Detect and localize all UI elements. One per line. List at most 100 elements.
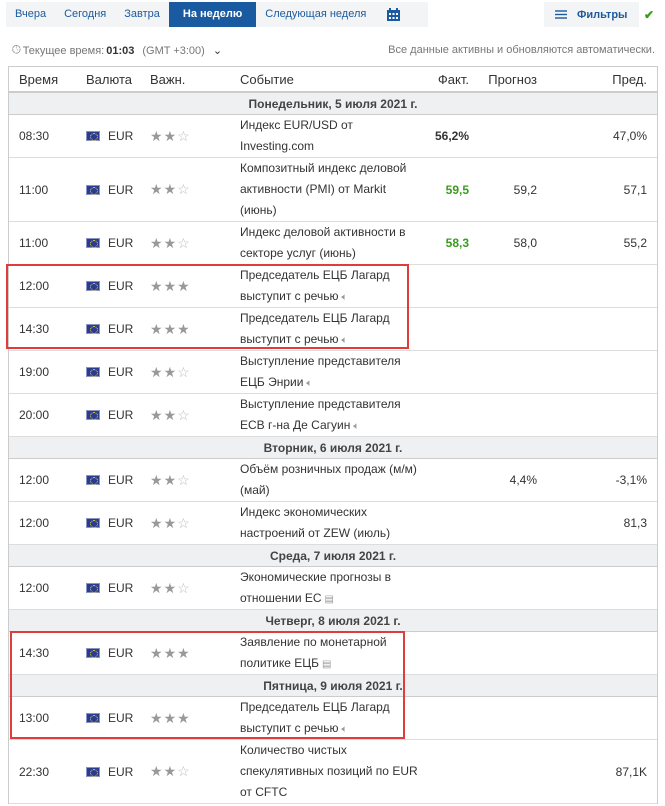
event-name[interactable]: Индекс EUR/USD от Investing.com: [240, 118, 353, 153]
table-row[interactable]: 14:30 EUR ★★★ Председатель ЕЦБ Лагард вы…: [9, 308, 657, 351]
star-filled-icon: ★: [163, 763, 178, 779]
table-row[interactable]: 13:00 EUR ★★★ Председатель ЕЦБ Лагард вы…: [9, 697, 657, 740]
star-filled-icon: ★: [150, 709, 164, 726]
eu-flag-icon: [86, 713, 100, 723]
event-name[interactable]: Выступление представителя ЕЦБ Энрии 🔈︎: [240, 353, 401, 389]
table-header: Время Валюта Важн. Событие Факт. Прогноз…: [9, 67, 657, 93]
currency: EUR: [108, 516, 134, 530]
table-row[interactable]: 11:00 EUR ★★☆ Индекс деловой активности …: [9, 222, 657, 265]
importance-stars: ★★☆: [150, 763, 191, 780]
eu-flag-icon: [86, 367, 100, 377]
star-filled-icon: ★: [163, 406, 178, 423]
star-filled-icon: ★: [163, 471, 178, 488]
star-filled-icon: ★: [150, 471, 164, 488]
eu-flag-icon: [86, 583, 100, 593]
event-name[interactable]: Композитный индекс деловой активности (P…: [240, 161, 407, 217]
table-row[interactable]: 22:30 EUR ★★☆ Количество чистых спекулят…: [9, 740, 657, 804]
currency: EUR: [108, 182, 134, 197]
event-name[interactable]: Количество чистых спекулятивных позиций …: [240, 743, 418, 799]
previous-value: -3,1%: [615, 473, 647, 487]
event-time: 20:00: [19, 408, 50, 422]
star-empty-icon: ☆: [177, 471, 191, 488]
event-name[interactable]: Председатель ЕЦБ Лагард выступит с речью…: [240, 267, 390, 303]
event-name[interactable]: Экономические прогнозы в отношении ЕС ▤: [240, 569, 392, 605]
speaker-icon[interactable]: 🔈︎: [341, 334, 348, 346]
star-filled-icon: ★: [163, 644, 178, 661]
event-name[interactable]: Индекс экономических настроений от ZEW (…: [240, 505, 391, 540]
eu-flag-icon: [86, 410, 100, 420]
event-name[interactable]: Индекс деловой активности в секторе услу…: [240, 225, 406, 260]
chevron-down-icon[interactable]: ⌄: [212, 45, 223, 57]
eu-flag-icon: [86, 766, 100, 777]
previous-value: 87,1K: [615, 764, 647, 779]
currency: EUR: [108, 646, 134, 660]
table-row[interactable]: 12:00 EUR ★★★ Председатель ЕЦБ Лагард вы…: [9, 265, 657, 308]
document-icon[interactable]: ▤: [321, 658, 332, 670]
table-row[interactable]: 12:00 EUR ★★☆ Экономические прогнозы в о…: [9, 567, 657, 610]
importance-stars: ★★☆: [150, 128, 191, 145]
document-icon[interactable]: ▤: [324, 593, 334, 605]
importance-stars: ★★☆: [150, 235, 191, 252]
event-name[interactable]: Выступление представителя ECB г-на Де Са…: [240, 396, 401, 432]
day-header: Вторник, 6 июля 2021 г.: [9, 437, 657, 459]
sliders-icon: [555, 10, 567, 19]
event-time: 11:00: [19, 182, 49, 197]
importance-stars: ★★☆: [150, 580, 191, 597]
economic-calendar-table: Время Валюта Важн. Событие Факт. Прогноз…: [8, 66, 658, 804]
star-filled-icon: ★: [177, 644, 191, 661]
event-name[interactable]: Объём розничных продаж (м/м) (май): [240, 462, 417, 497]
eu-flag-icon: [86, 131, 100, 141]
star-filled-icon: ★: [163, 320, 178, 337]
table-row[interactable]: 12:00 EUR ★★☆ Индекс экономических настр…: [9, 502, 657, 545]
tab-next-week[interactable]: Следующая неделя: [265, 8, 367, 20]
speaker-icon[interactable]: 🔈︎: [306, 377, 313, 389]
event-name[interactable]: Председатель ЕЦБ Лагард выступит с речью…: [240, 310, 390, 346]
table-row[interactable]: 14:30 EUR ★★★ Заявление по монетарной по…: [9, 632, 657, 675]
speaker-icon[interactable]: 🔈︎: [353, 420, 360, 432]
event-time: 14:30: [19, 322, 50, 336]
table-row[interactable]: 12:00 EUR ★★☆ Объём розничных продаж (м/…: [9, 459, 657, 502]
event-time: 11:00: [19, 236, 49, 250]
table-row[interactable]: 11:00 EUR ★★☆ Композитный индекс деловой…: [9, 158, 657, 222]
tab-yesterday[interactable]: Вчера: [15, 8, 47, 20]
tab-today[interactable]: Сегодня: [64, 8, 107, 20]
tab-this-week[interactable]: На неделю: [168, 2, 257, 27]
star-empty-icon: ☆: [177, 514, 191, 531]
importance-stars: ★★☆: [150, 515, 191, 532]
star-empty-icon: ☆: [177, 579, 191, 596]
event-time: 22:30: [19, 764, 50, 779]
event-name[interactable]: Председатель ЕЦБ Лагард выступит с речью…: [240, 699, 390, 735]
speaker-icon[interactable]: 🔈︎: [341, 723, 348, 735]
eu-flag-icon: [86, 518, 100, 528]
currency: EUR: [108, 322, 134, 336]
calendar-button[interactable]: [375, 2, 412, 27]
forecast-value: 59,2: [513, 182, 537, 197]
previous-value: 81,3: [623, 516, 647, 530]
star-filled-icon: ★: [177, 320, 191, 337]
tab-tomorrow[interactable]: Завтра: [124, 8, 160, 20]
importance-stars: ★★★: [150, 645, 191, 662]
forecast-value: 4,4%: [509, 473, 537, 487]
current-time: 🕓︎ Текущее время: 01:03 (GMT +3:00) ⌄: [12, 44, 223, 57]
currency: EUR: [108, 408, 134, 422]
event-name[interactable]: Заявление по монетарной политике ЕЦБ ▤: [240, 634, 387, 670]
currency: EUR: [108, 764, 134, 779]
speaker-icon[interactable]: 🔈︎: [341, 291, 348, 303]
star-filled-icon: ★: [163, 277, 178, 294]
check-icon: ✔: [644, 8, 655, 22]
currency: EUR: [108, 236, 134, 250]
table-row[interactable]: 20:00 EUR ★★☆ Выступление представителя …: [9, 394, 657, 437]
eu-flag-icon: [86, 324, 100, 334]
star-filled-icon: ★: [150, 579, 164, 596]
previous-value: 55,2: [623, 236, 647, 250]
table-row[interactable]: 08:30 EUR ★★☆ Индекс EUR/USD от Investin…: [9, 115, 657, 158]
event-time: 12:00: [19, 516, 50, 530]
currency: EUR: [108, 473, 134, 487]
filters-button[interactable]: Фильтры: [544, 2, 639, 27]
timezone-select[interactable]: (GMT +3:00): [142, 44, 205, 57]
table-row[interactable]: 19:00 EUR ★★☆ Выступление представителя …: [9, 351, 657, 394]
forecast-value: 58,0: [513, 236, 537, 250]
star-filled-icon: ★: [163, 363, 178, 380]
period-tabs: Вчера Сегодня Завтра На неделю Следующая…: [6, 2, 428, 27]
star-filled-icon: ★: [150, 320, 164, 337]
